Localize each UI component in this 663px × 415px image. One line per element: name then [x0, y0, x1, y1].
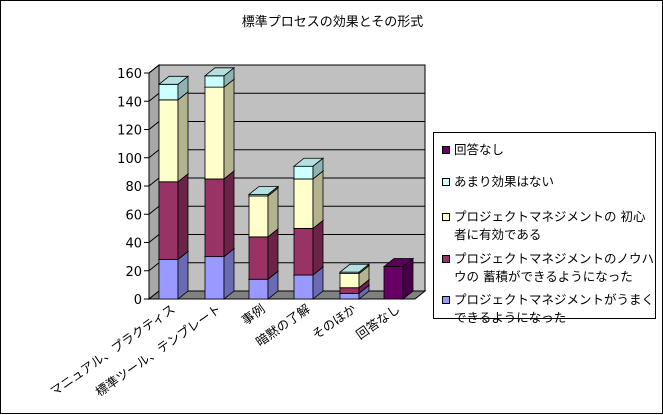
- y-tick-label: 120: [117, 124, 142, 139]
- bar-segment-top: [382, 258, 415, 267]
- legend-item: 回答なし: [442, 141, 654, 159]
- bar-segment: [158, 83, 179, 101]
- bar-segment: [339, 292, 360, 300]
- bar-segment: [204, 178, 225, 258]
- bar-segment: [248, 278, 269, 300]
- legend-label: あまり効果はない: [454, 174, 555, 189]
- legend-label: プロジェクトマネジメントのノウハ ウの 蓄積ができるようになった: [454, 251, 655, 284]
- bar-segment: [293, 165, 314, 180]
- bar-segment: [158, 181, 179, 260]
- bar-segment-side: [312, 219, 324, 276]
- bar-segment-top: [203, 67, 236, 77]
- legend-item: プロジェクトマネジメントの 初心 者に有効である: [442, 208, 654, 244]
- legend-item: プロジェクトマネジメントがうまく できるようになった: [442, 291, 654, 327]
- bar-segment-side: [223, 78, 235, 180]
- bar-segment-side: [312, 170, 324, 230]
- chart-legend: 回答なしあまり効果はないプロジェクトマネジメントの 初心 者に有効である プロジェク…: [433, 132, 656, 325]
- y-tick-label: 20: [125, 265, 142, 280]
- y-tick-label: 160: [117, 67, 142, 82]
- y-tick-label: 100: [117, 152, 142, 167]
- bar-segment: [339, 287, 360, 294]
- bar-segment: [293, 178, 314, 229]
- bar-segment-side: [267, 187, 279, 238]
- legend-swatch: [442, 178, 450, 186]
- bar-segment-side: [223, 247, 235, 300]
- x-tick-label: そのほか: [309, 301, 359, 342]
- bar-segment-top: [292, 157, 325, 167]
- legend-label: 回答なし: [454, 142, 505, 157]
- bar-segment: [293, 274, 314, 300]
- legend-swatch: [442, 255, 450, 263]
- y-tick-label: 80: [125, 180, 142, 195]
- bar-segment: [248, 195, 269, 238]
- bar-segment: [204, 256, 225, 300]
- bar-segment: [248, 236, 269, 280]
- bar-segment: [293, 227, 314, 276]
- bar-segment: [204, 75, 225, 88]
- bar-segment: [158, 99, 179, 183]
- bar-segment-side: [177, 91, 189, 183]
- bar-segment-top: [247, 186, 280, 195]
- bar-segment: [339, 273, 360, 289]
- legend-swatch: [442, 296, 450, 304]
- legend-item: あまり効果はない: [442, 173, 654, 191]
- legend-label: プロジェクトマネジメントの 初心 者に有効である: [454, 209, 646, 242]
- y-tick-label: 140: [117, 95, 142, 110]
- bar-segment-side: [223, 170, 235, 258]
- legend-swatch: [442, 213, 450, 221]
- x-tick-label: 事例: [239, 301, 268, 328]
- x-tick-label: 回答なし: [353, 301, 403, 342]
- y-tick-label: 40: [125, 237, 142, 252]
- bar-segment-side: [267, 228, 279, 281]
- gridline: [148, 64, 425, 74]
- chart-title: 標準プロセスの効果とその形式: [241, 15, 424, 30]
- bar-segment-side: [177, 172, 189, 261]
- bar-segment: [204, 86, 225, 180]
- y-tick-label: 60: [125, 208, 142, 223]
- y-tick-label: 0: [134, 293, 142, 308]
- bar-segment-top: [338, 263, 371, 273]
- legend-swatch: [442, 146, 450, 154]
- bar-segment: [158, 259, 179, 300]
- legend-label: プロジェクトマネジメントがうまく できるようになった: [454, 292, 655, 325]
- bar-segment: [383, 266, 404, 300]
- legend-item: プロジェクトマネジメントのノウハ ウの 蓄積ができるようになった: [442, 250, 654, 286]
- bar-segment-top: [157, 75, 190, 85]
